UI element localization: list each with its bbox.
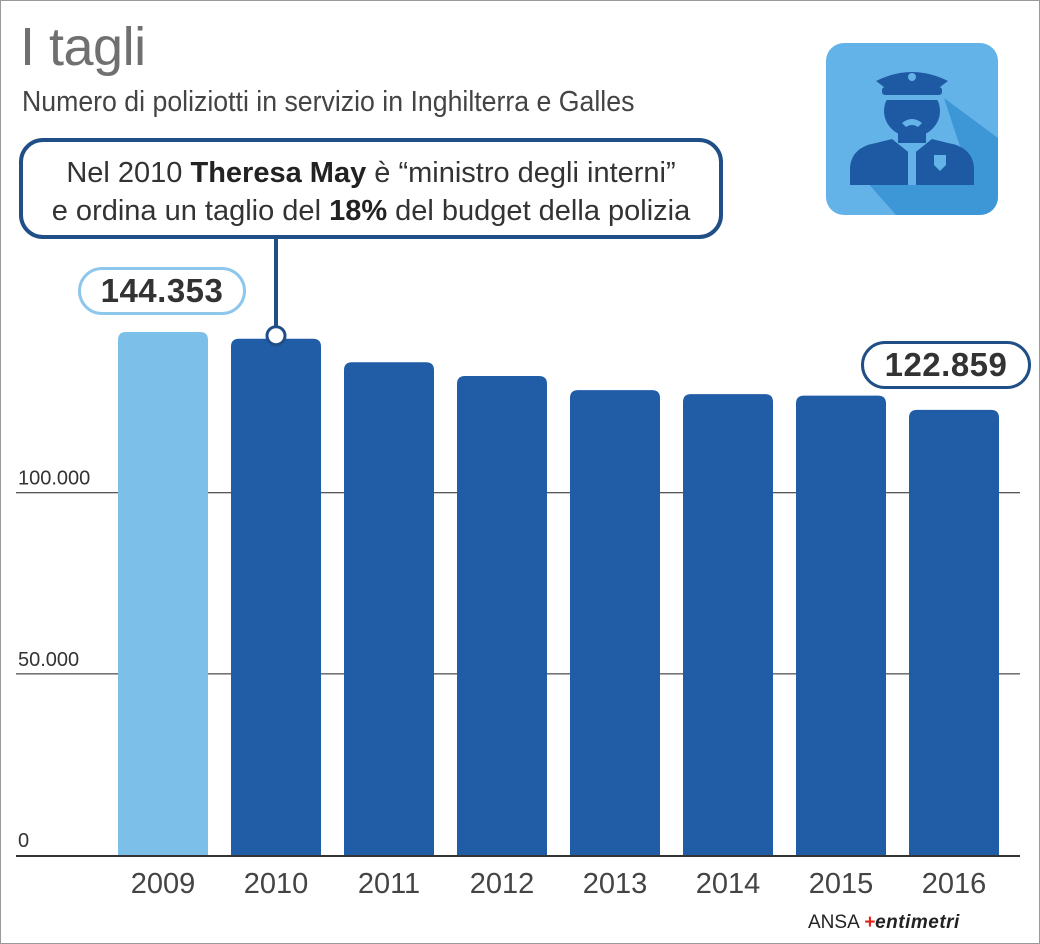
callout-line1-suffix: è “ministro degli interni” [366, 157, 676, 189]
callout-person: Theresa May [190, 157, 367, 189]
x-tick-label: 2016 [922, 868, 987, 900]
x-tick-label: 2014 [696, 868, 761, 900]
chart-subtitle: Numero di poliziotti in servizio in Ingh… [22, 86, 635, 118]
brand-prefix: ANSA [808, 912, 859, 933]
first-value-badge: 144.353 [78, 267, 246, 315]
brand-suffix: entimetri [875, 912, 960, 933]
callout-percent: 18% [329, 195, 388, 227]
police-officer-icon [826, 43, 998, 215]
chart-title: I tagli [20, 17, 146, 77]
y-tick-label: 0 [18, 830, 29, 852]
callout-anchor-dot [265, 325, 287, 347]
bar-2011 [344, 362, 434, 855]
y-tick-label: 100.000 [18, 468, 90, 490]
last-value-badge: 122.859 [861, 341, 1031, 389]
x-tick-label: 2010 [244, 868, 309, 900]
x-tick-label: 2013 [583, 868, 648, 900]
callout-line2-suffix: del budget della polizia [387, 195, 691, 227]
callout-box: Nel 2010 Theresa May è “ministro degli i… [19, 138, 723, 239]
bar-2009 [118, 332, 208, 855]
bar-2012 [457, 376, 547, 855]
ansa-centimetri-logo: ANSA +entimetri [808, 910, 960, 936]
bar-2010 [231, 338, 321, 856]
bar-2016 [909, 409, 999, 855]
bar-2015 [796, 395, 886, 855]
bar-2013 [570, 390, 660, 855]
callout-line1-prefix: Nel 2010 [66, 157, 191, 189]
x-tick-label: 2015 [809, 868, 874, 900]
x-tick-label: 2011 [358, 868, 420, 900]
brand-mark: + [863, 912, 876, 933]
callout-connector [274, 239, 278, 331]
y-tick-label: 50.000 [18, 649, 79, 671]
bar-2014 [683, 394, 773, 855]
x-tick-label: 2009 [131, 868, 196, 900]
x-tick-label: 2012 [470, 868, 535, 900]
callout-line2-prefix: e ordina un taglio del [51, 195, 330, 227]
